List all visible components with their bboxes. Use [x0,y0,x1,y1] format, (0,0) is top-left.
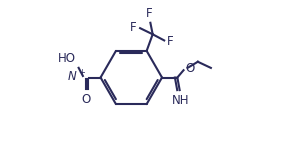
Text: HO: HO [58,52,76,65]
Text: F: F [146,7,153,20]
Text: O: O [81,93,90,106]
Text: $N^+$: $N^+$ [67,69,86,84]
Text: F: F [167,35,173,49]
Text: F: F [130,21,137,34]
Text: NH: NH [172,94,189,107]
Text: O: O [185,62,195,75]
